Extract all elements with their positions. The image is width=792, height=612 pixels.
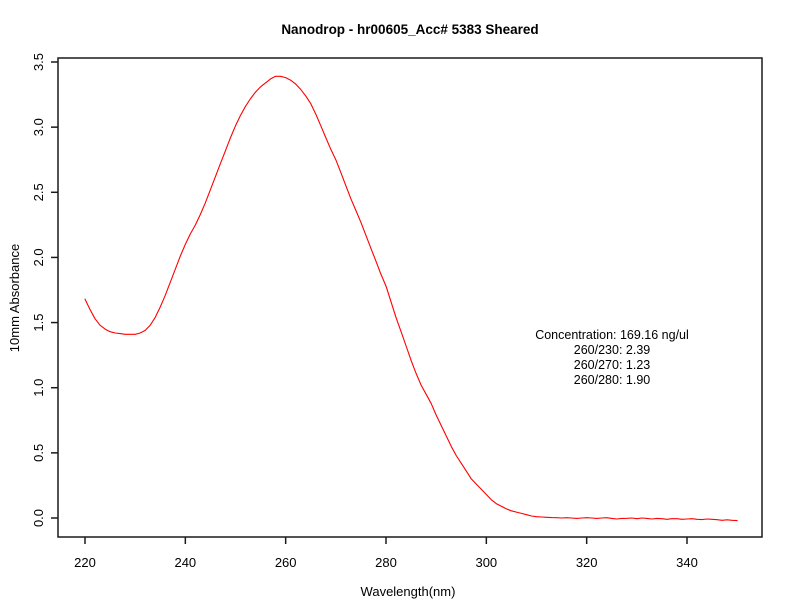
annotation-ratio-260-270: 260/270: 1.23	[574, 358, 651, 372]
y-tick-label: 2.5	[31, 183, 46, 201]
x-axis-label: Wavelength(nm)	[361, 584, 456, 599]
spectrum-line	[84, 75, 738, 522]
annotation-ratio-260-280: 260/280: 1.90	[574, 373, 651, 387]
x-tick-label: 280	[375, 555, 397, 570]
x-tick-label: 240	[174, 555, 196, 570]
annotation-concentration: Concentration: 169.16 ng/ul	[535, 328, 689, 342]
y-axis-label: 10mm Absorbance	[7, 244, 22, 352]
x-tick-label: 300	[475, 555, 497, 570]
x-tick-label: 220	[74, 555, 96, 570]
x-tick-label: 340	[676, 555, 698, 570]
y-tick-label: 0.5	[31, 444, 46, 462]
x-tick-label: 320	[576, 555, 598, 570]
chart-title: Nanodrop - hr00605_Acc# 5383 Sheared	[281, 22, 538, 37]
y-tick-label: 1.0	[31, 379, 46, 397]
plot-frame	[57, 57, 763, 538]
y-axis-ticks: 0.0 0.5 1.0 1.5 2.0 2.5 3.0 3.5	[31, 53, 58, 527]
annotation-ratio-260-230: 260/230: 2.39	[574, 343, 651, 357]
y-tick-label: 0.0	[31, 509, 46, 527]
y-tick-label: 2.0	[31, 248, 46, 266]
y-tick-label: 3.0	[31, 118, 46, 136]
x-tick-label: 260	[275, 555, 297, 570]
y-tick-label: 3.5	[31, 53, 46, 71]
x-axis-ticks: 220 240 260 280 300 320 340	[74, 537, 698, 570]
y-tick-label: 1.5	[31, 314, 46, 332]
annotation-block: Concentration: 169.16 ng/ul 260/230: 2.3…	[535, 328, 689, 387]
